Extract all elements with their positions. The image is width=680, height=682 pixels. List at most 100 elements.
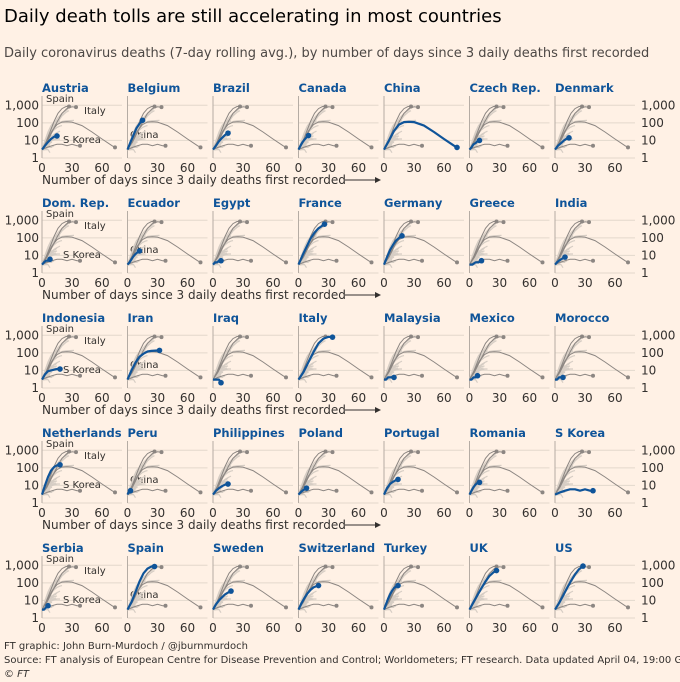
x-tick-label: 30: [577, 161, 592, 175]
panel-title: Sweden: [213, 541, 264, 555]
panel-title: Morocco: [555, 311, 610, 325]
reference-end-dot: [159, 335, 164, 340]
panel-netherlands: Netherlands 0 30 60 1 10 100 1,000 Spain Italy S K…: [5, 426, 159, 520]
x-axis-caption: Number of days since 3 daily deaths firs…: [42, 173, 381, 187]
background-line: [212, 240, 228, 265]
background-line: [468, 355, 484, 380]
panel-france: France 0 30 60: [295, 196, 379, 290]
y-tick-label: 10: [641, 133, 656, 147]
y-tick-label: 10: [24, 593, 39, 607]
y-tick-label: 1,000: [641, 558, 675, 572]
x-tick-label: 0: [209, 506, 217, 520]
x-tick-label: 60: [265, 276, 280, 290]
reference-end-dot: [455, 490, 459, 495]
x-axis-arrowhead: [375, 522, 381, 528]
highlight-end-dot: [321, 221, 328, 227]
x-tick-label: 0: [551, 506, 559, 520]
panel-brazil: Brazil 0 30 60: [209, 81, 293, 175]
reference-line: [383, 351, 458, 380]
panel-title: Mexico: [470, 311, 515, 325]
x-tick-label: 60: [180, 391, 195, 405]
highlight-line: [468, 569, 498, 611]
panel-title: Denmark: [555, 81, 614, 95]
reference-label: Spain: [46, 324, 74, 335]
panel-canada: Canada 0 30 60: [295, 81, 379, 175]
highlight-end-dot: [54, 133, 60, 139]
reference-line: [127, 336, 162, 380]
reference-line: [212, 236, 287, 265]
reference-line: [298, 121, 372, 150]
x-tick-label: 0: [38, 276, 46, 290]
highlight-end-dot: [399, 233, 405, 239]
reference-line: [298, 466, 372, 495]
panel-turkey: Turkey 0 30 60: [380, 541, 464, 635]
x-tick-label: 30: [150, 621, 165, 635]
reference-end-dot: [501, 565, 506, 570]
reference-end-dot: [587, 105, 591, 110]
panel-sweden: Sweden 0 30 60: [209, 541, 293, 635]
x-tick-label: 60: [522, 506, 537, 520]
y-tick-label: 1: [31, 496, 39, 510]
reference-line: [383, 221, 419, 265]
x-axis-label: Number of days since 3 daily deaths firs…: [42, 288, 346, 302]
panel-title: Poland: [299, 426, 343, 440]
x-tick-label: 0: [380, 161, 388, 175]
reference-line: [127, 121, 201, 150]
highlight-end-dot: [562, 254, 568, 260]
reference-line: [383, 258, 422, 266]
highlight-end-dot: [47, 256, 53, 263]
panel-title: Brazil: [213, 81, 250, 95]
x-tick-label: 30: [406, 161, 421, 175]
y-tick-label: 100: [641, 346, 664, 360]
reference-end-dot: [284, 375, 288, 380]
x-tick-label: 30: [406, 391, 421, 405]
chart-footer: FT graphic: John Burn-Murdoch / @jburnmu…: [4, 640, 680, 682]
reference-line: [554, 121, 629, 150]
x-tick-label: 0: [380, 391, 388, 405]
y-tick-label: 10: [641, 593, 656, 607]
y-tick-label: 1: [31, 151, 39, 165]
x-tick-label: 60: [351, 161, 366, 175]
panel-egypt: Egypt 0 30 60: [209, 196, 293, 290]
reference-line: [298, 236, 372, 265]
x-tick-label: 30: [406, 506, 421, 520]
reference-label: China: [130, 245, 159, 256]
y-tick-label: 1: [31, 266, 39, 280]
reference-line: [212, 221, 248, 265]
highlight-end-dot: [580, 563, 586, 569]
x-tick-label: 60: [522, 161, 537, 175]
copyright: © FT: [4, 669, 30, 680]
panel-spain: Spain 0 30 60: [124, 541, 208, 635]
reference-line: [41, 258, 80, 266]
x-tick-label: 0: [38, 506, 46, 520]
x-tick-label: 60: [94, 276, 109, 290]
chart-subtitle: Daily coronavirus deaths (7-day rolling …: [4, 46, 650, 61]
reference-line: [554, 466, 629, 495]
reference-end-dot: [416, 105, 420, 110]
x-axis-label: Number of days since 3 daily deaths firs…: [42, 518, 346, 532]
panel-belgium: Belgium 0 30 60: [124, 81, 208, 175]
x-tick-label: 0: [466, 506, 474, 520]
reference-end-dot: [587, 565, 591, 570]
reference-end-dot: [505, 258, 510, 263]
reference-line: [127, 258, 166, 266]
panel-title: Austria: [42, 81, 89, 95]
panel-germany: Germany 0 30 60: [380, 196, 464, 290]
x-tick-label: 0: [466, 276, 474, 290]
x-tick-label: 60: [94, 161, 109, 175]
reference-end-dot: [284, 605, 288, 610]
reference-end-dot: [540, 260, 545, 265]
x-tick-label: 30: [235, 161, 250, 175]
y-tick-label: 10: [641, 248, 656, 262]
reference-line: [127, 373, 166, 381]
reference-line: [41, 581, 116, 610]
reference-line: [383, 566, 419, 610]
x-tick-label: 0: [209, 391, 217, 405]
x-tick-label: 0: [124, 621, 132, 635]
panel-title: US: [555, 541, 573, 555]
panel-poland: Poland 0 30 60: [295, 426, 379, 520]
background-line: [212, 125, 228, 150]
x-tick-label: 60: [94, 621, 109, 635]
x-tick-label: 0: [295, 506, 303, 520]
panel-title: Egypt: [213, 196, 251, 210]
